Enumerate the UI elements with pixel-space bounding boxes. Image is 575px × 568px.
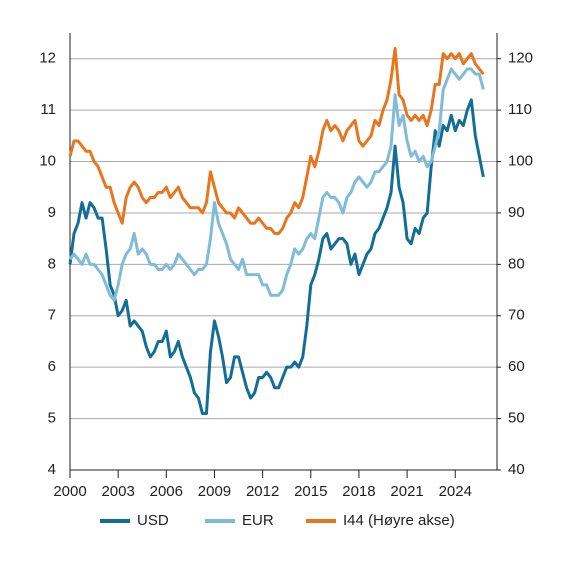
x-tick-label: 2015 bbox=[294, 483, 327, 500]
y2-tick-label: 100 bbox=[508, 152, 533, 169]
x-tick-label: 2012 bbox=[246, 483, 279, 500]
data-line bbox=[68, 98, 485, 415]
y-tick-label: 5 bbox=[48, 410, 56, 427]
legend-label: I44 (Høyre akse) bbox=[343, 512, 455, 529]
data-line bbox=[68, 67, 485, 302]
y2-tick-label: 90 bbox=[508, 204, 525, 221]
y2-tick-label: 40 bbox=[508, 461, 525, 478]
y-tick-label: 7 bbox=[48, 307, 56, 324]
y-tick-label: 11 bbox=[40, 101, 56, 118]
x-tick-label: 2018 bbox=[342, 483, 375, 500]
data-line bbox=[68, 46, 485, 236]
y-tick-label: 8 bbox=[48, 255, 56, 272]
x-tick-label: 2000 bbox=[53, 483, 86, 500]
x-tick-label: 2006 bbox=[150, 483, 183, 500]
x-tick-label: 2021 bbox=[390, 483, 423, 500]
x-tick-label: 2024 bbox=[439, 483, 472, 500]
y-tick-label: 6 bbox=[48, 358, 56, 375]
y2-tick-label: 60 bbox=[508, 358, 525, 375]
y2-tick-label: 120 bbox=[508, 50, 533, 67]
y-tick-label: 10 bbox=[39, 152, 56, 169]
x-tick-label: 2003 bbox=[101, 483, 134, 500]
y2-tick-label: 80 bbox=[508, 255, 525, 272]
y-tick-label: 4 bbox=[48, 461, 56, 478]
y-tick-label: 9 bbox=[48, 204, 56, 221]
legend-label: USD bbox=[137, 512, 169, 529]
y2-tick-label: 70 bbox=[508, 307, 525, 324]
legend-label: EUR bbox=[242, 512, 274, 529]
x-tick-label: 2009 bbox=[198, 483, 231, 500]
y-tick-label: 12 bbox=[39, 50, 56, 67]
y2-tick-label: 50 bbox=[508, 410, 525, 427]
y2-tick-label: 110 bbox=[508, 101, 532, 118]
